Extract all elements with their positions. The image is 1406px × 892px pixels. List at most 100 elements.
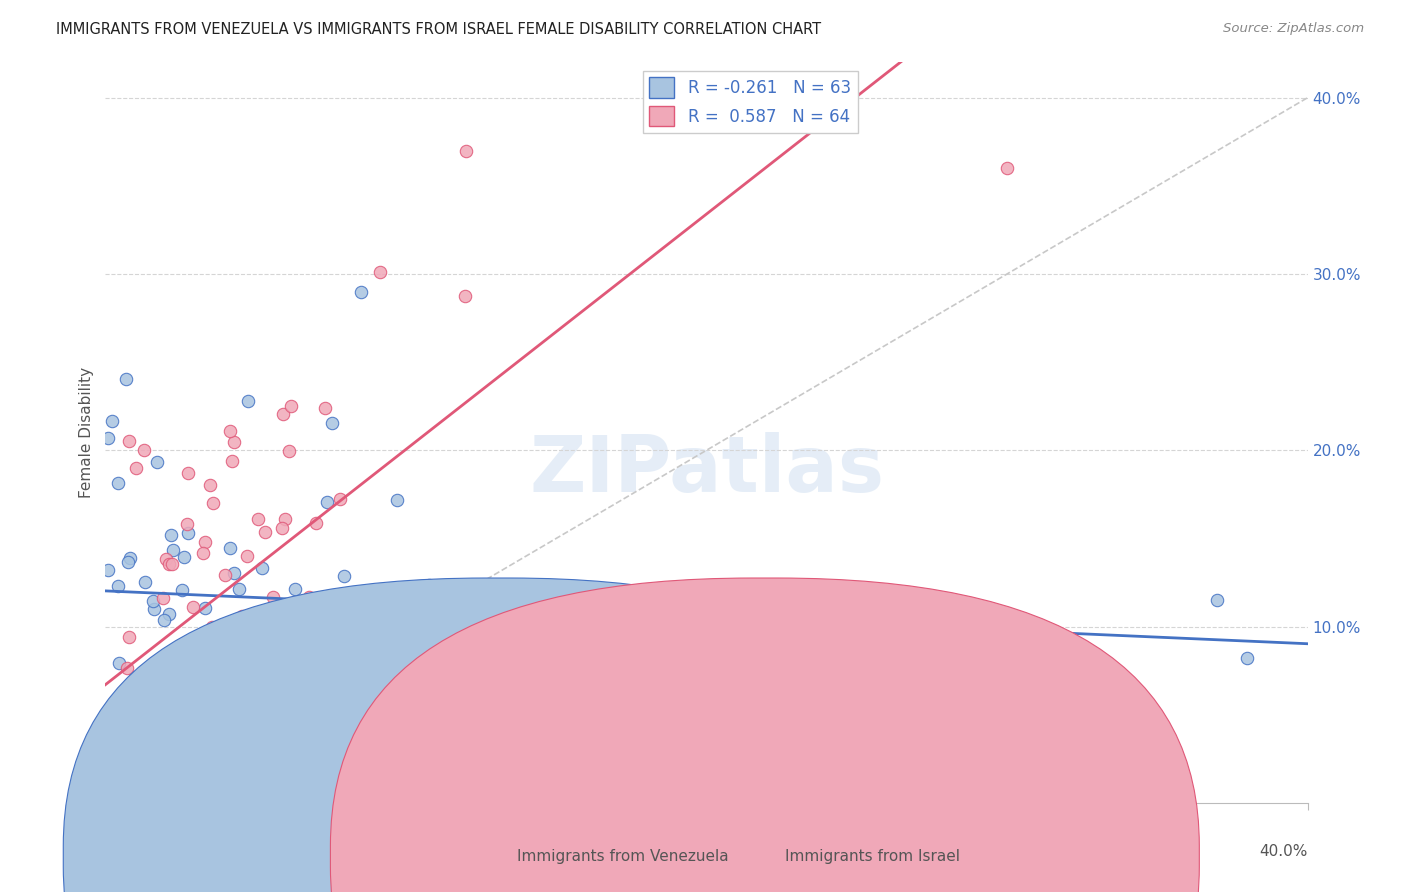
- Point: [120, 769, 142, 783]
- Point: [191, 695, 214, 709]
- Point: [222, 566, 245, 580]
- Point: [107, 656, 129, 670]
- Point: [253, 525, 276, 540]
- Point: [180, 769, 202, 783]
- Point: [276, 731, 298, 745]
- Point: [454, 144, 477, 158]
- Point: [361, 591, 384, 606]
- Point: [132, 442, 155, 457]
- Point: [141, 658, 163, 673]
- Legend: R = -0.261   N = 63, R =  0.587   N = 64: R = -0.261 N = 63, R = 0.587 N = 64: [643, 70, 858, 133]
- Point: [322, 632, 344, 646]
- Point: [118, 434, 141, 449]
- Point: [357, 662, 380, 676]
- Point: [177, 525, 200, 540]
- Point: [432, 603, 454, 617]
- Point: [134, 574, 156, 589]
- Point: [124, 670, 146, 684]
- Point: [139, 769, 162, 783]
- Point: [418, 578, 440, 592]
- Point: [124, 713, 146, 727]
- Point: [298, 590, 321, 604]
- Point: [262, 590, 284, 604]
- Point: [173, 661, 195, 675]
- Point: [177, 467, 200, 481]
- Point: [274, 512, 297, 526]
- Point: [228, 582, 250, 596]
- Point: [485, 654, 508, 668]
- Point: [107, 579, 129, 593]
- Point: [454, 289, 477, 303]
- Point: [98, 726, 121, 740]
- Text: Source: ZipAtlas.com: Source: ZipAtlas.com: [1223, 22, 1364, 36]
- Point: [225, 735, 247, 749]
- Text: 40.0%: 40.0%: [1260, 844, 1308, 858]
- Point: [236, 549, 259, 563]
- Point: [333, 569, 356, 583]
- Point: [688, 665, 710, 680]
- Point: [162, 542, 184, 557]
- Point: [330, 637, 353, 651]
- Point: [328, 727, 350, 741]
- Point: [173, 550, 195, 565]
- Point: [271, 407, 294, 421]
- Y-axis label: Female Disability: Female Disability: [79, 367, 94, 499]
- Point: [118, 550, 141, 565]
- Point: [107, 475, 129, 490]
- Point: [115, 372, 138, 386]
- Point: [1236, 651, 1258, 665]
- Point: [142, 769, 165, 783]
- Point: [1206, 593, 1229, 607]
- Point: [246, 608, 269, 623]
- Text: Immigrants from Venezuela: Immigrants from Venezuela: [517, 849, 730, 863]
- Point: [172, 583, 194, 598]
- Point: [218, 541, 240, 555]
- Point: [128, 669, 150, 683]
- Point: [124, 461, 146, 475]
- Point: [271, 521, 294, 535]
- Point: [169, 673, 191, 688]
- Text: 0.0%: 0.0%: [105, 844, 145, 858]
- Point: [264, 719, 287, 733]
- Point: [350, 285, 373, 299]
- Text: IMMIGRANTS FROM VENEZUELA VS IMMIGRANTS FROM ISRAEL FEMALE DISABILITY CORRELATIO: IMMIGRANTS FROM VENEZUELA VS IMMIGRANTS …: [56, 22, 821, 37]
- Point: [97, 432, 120, 446]
- Point: [200, 665, 222, 679]
- Point: [115, 769, 138, 783]
- Point: [181, 760, 204, 774]
- Point: [129, 722, 152, 736]
- Point: [131, 726, 153, 740]
- Point: [181, 599, 204, 614]
- Point: [225, 648, 247, 662]
- Point: [148, 661, 170, 675]
- Point: [120, 681, 142, 696]
- Point: [160, 558, 183, 572]
- Point: [115, 661, 138, 675]
- Point: [111, 708, 134, 723]
- Point: [193, 546, 215, 560]
- Point: [155, 552, 177, 566]
- Point: [995, 161, 1018, 176]
- Point: [98, 769, 121, 783]
- Point: [224, 434, 246, 449]
- Point: [118, 630, 141, 644]
- Point: [201, 620, 224, 634]
- Point: [200, 478, 222, 492]
- Point: [201, 646, 224, 660]
- Point: [157, 607, 180, 621]
- Point: [281, 619, 304, 633]
- Point: [246, 511, 269, 525]
- Point: [329, 491, 352, 506]
- Point: [142, 602, 165, 616]
- Point: [97, 562, 120, 576]
- Point: [280, 400, 302, 414]
- Point: [202, 496, 225, 510]
- Point: [176, 516, 198, 531]
- Point: [204, 636, 226, 650]
- Point: [314, 401, 336, 415]
- Text: ZIPatlas: ZIPatlas: [529, 432, 884, 508]
- Point: [385, 493, 408, 508]
- Point: [194, 535, 217, 549]
- Point: [250, 561, 273, 575]
- Point: [153, 613, 176, 627]
